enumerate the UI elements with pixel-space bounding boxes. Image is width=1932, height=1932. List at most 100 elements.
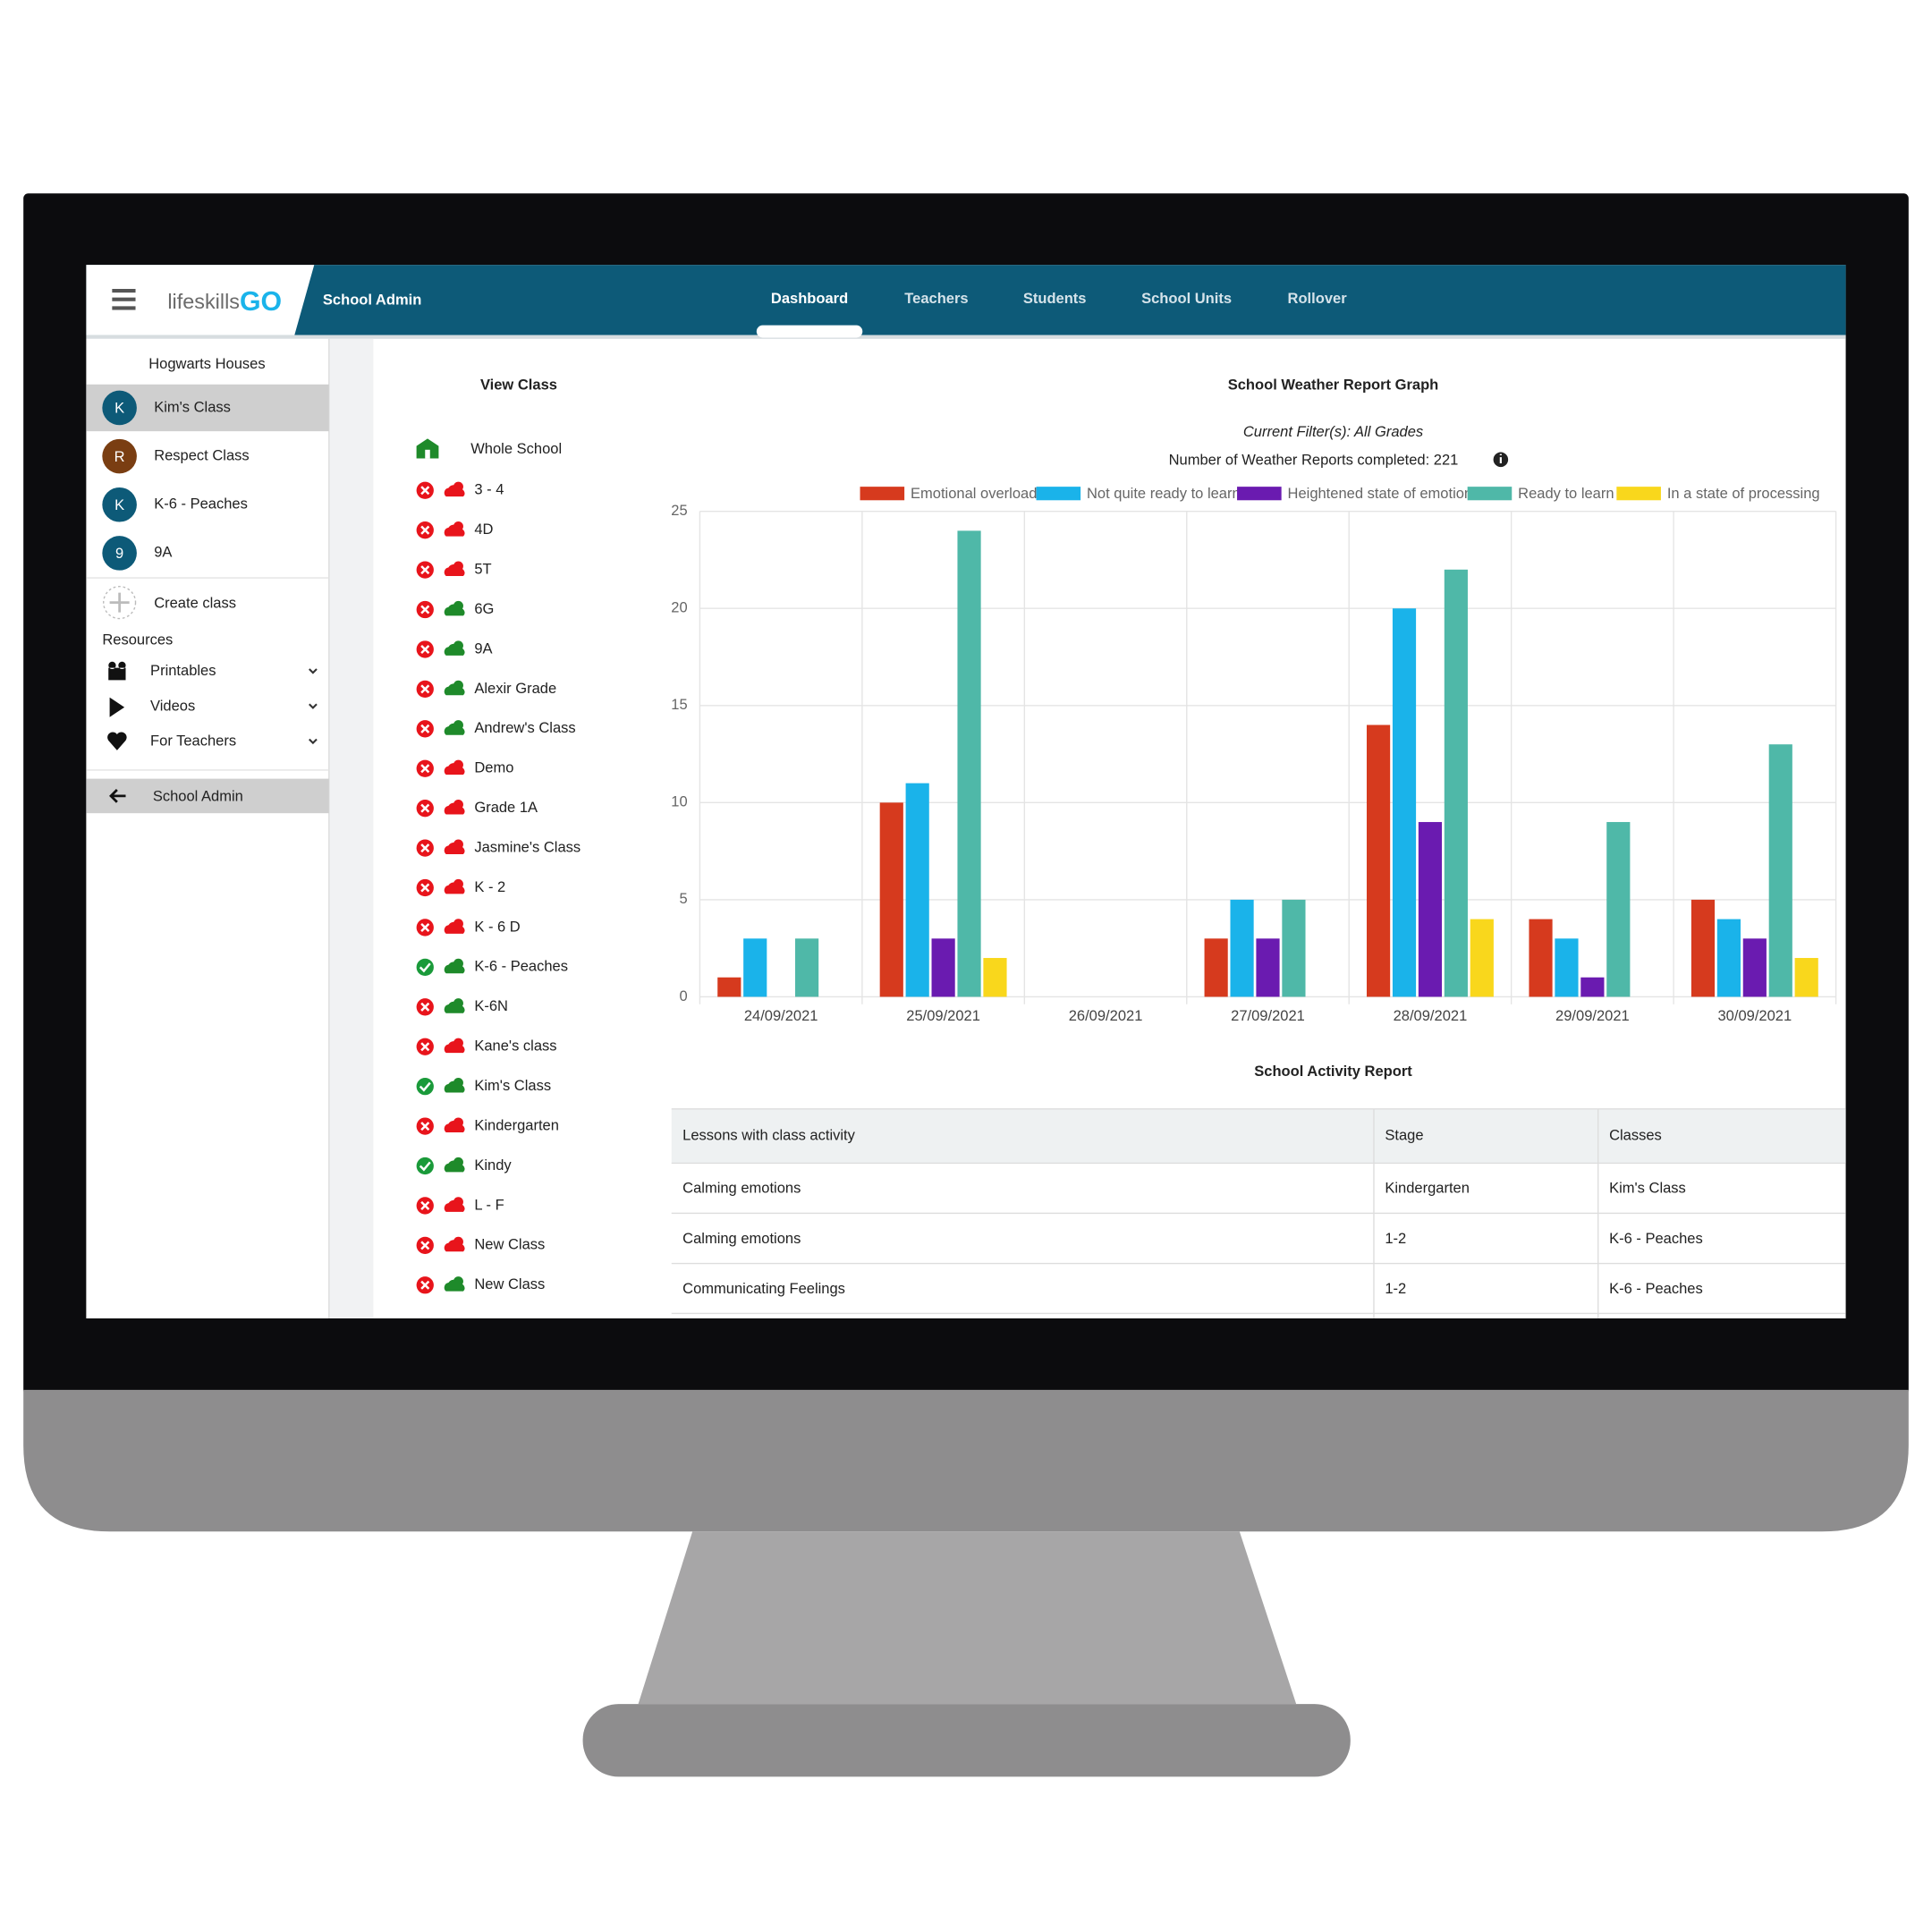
avatar-initial: R [114,448,125,465]
weather-cloud [444,1240,465,1252]
table-cell: Communicating Feelings [682,1280,845,1297]
bar [1529,919,1553,997]
y-tick-label: 10 [671,793,687,810]
weather-cloud [444,763,465,775]
status-icon [416,1078,434,1096]
x-tick-label: 26/09/2021 [1069,1007,1143,1024]
status-mark [420,525,430,535]
y-tick-label: 25 [671,502,687,519]
chart-title: School Weather Report Graph [1228,377,1439,394]
logo-area [86,265,315,335]
nav-tab[interactable]: Students [1023,290,1087,307]
chevron[interactable] [309,703,318,709]
sidebar [86,338,329,1318]
class-link[interactable]: K - 2 [474,878,505,895]
weather-cloud [444,882,465,894]
status-mark [419,962,431,973]
chevron[interactable] [309,668,318,674]
class-link[interactable]: Andrew's Class [474,719,575,736]
column-header: Lessons with class activity [682,1126,855,1143]
nav-tab[interactable]: School Units [1141,290,1232,307]
nav-tab[interactable]: Rollover [1288,290,1348,307]
weather-cloud [444,683,465,696]
stand-base [582,1704,1351,1777]
header-shadow [86,335,1846,339]
section-title: View Class [480,377,557,394]
weather-cloud [444,643,465,656]
status-icon [416,1157,434,1175]
chevron[interactable] [309,738,318,745]
class-link[interactable]: Alexir Grade [474,680,556,697]
create-class[interactable]: Create class [154,594,236,611]
menu-button[interactable] [112,289,136,310]
bar [1418,822,1443,997]
class-link[interactable]: Kindergarten [474,1116,559,1133]
class-link[interactable]: Kindy [474,1157,512,1174]
back-arrow [109,789,126,803]
sidebar-class[interactable]: K-6 - Peaches [154,496,248,513]
class-link[interactable]: Demo [474,759,513,776]
table-title: School Activity Report [1254,1063,1412,1080]
x-tick-label: 30/09/2021 [1717,1007,1792,1024]
status-mark [420,1280,430,1290]
whole-school[interactable]: Whole School [470,440,562,457]
nav-tab[interactable]: Teachers [904,290,968,307]
weather-cloud [444,843,465,854]
sidebar-class[interactable]: Respect Class [154,446,249,463]
column-header: Classes [1609,1126,1662,1143]
class-link[interactable]: 9A [474,640,492,657]
legend-swatch [860,487,905,501]
resource-item[interactable]: Printables [150,662,216,679]
class-link[interactable]: K-6 - Peaches [474,958,568,975]
bar [1580,977,1605,997]
y-tick-label: 5 [679,890,687,907]
status-mark [420,1200,430,1210]
back-link[interactable]: School Admin [153,788,243,805]
status-mark [420,843,430,853]
bar [1444,569,1468,997]
sidebar-class[interactable]: 9A [154,544,172,561]
x-tick-label: 25/09/2021 [906,1007,980,1024]
legend-label: Ready to learn [1518,485,1614,502]
status-mark [420,565,430,575]
resource-icon [109,697,125,717]
legend-swatch [1467,487,1513,501]
resource-item[interactable]: Videos [150,697,195,714]
class-link[interactable]: 3 - 4 [474,481,504,498]
bar [1555,938,1579,997]
resources-title: Resources [102,631,173,648]
bar [717,977,741,997]
weather-cloud [444,921,465,934]
legend-swatch [1237,487,1282,501]
class-link[interactable]: 5T [474,560,491,577]
logo-prefix: lifeskills [167,290,240,313]
sidebar-class[interactable]: Kim's Class [154,398,231,415]
status-mark [420,1002,430,1012]
class-link[interactable]: New Class [474,1236,545,1253]
x-tick-label: 29/09/2021 [1555,1007,1630,1024]
class-link[interactable]: K-6N [474,997,508,1014]
class-link[interactable]: Kim's Class [474,1077,551,1094]
table-cell: 1-2 [1385,1280,1406,1297]
resource-item[interactable]: For Teachers [150,733,236,750]
class-link[interactable]: New Class [474,1275,545,1292]
class-link[interactable]: 6G [474,600,494,617]
sidebar-group: Hogwarts Houses [148,355,265,372]
table-cell: Kim's Class [1609,1180,1686,1197]
bar [905,783,929,997]
class-link[interactable]: Grade 1A [474,799,538,816]
bar [983,958,1007,997]
bar [879,802,903,997]
stand [638,1531,1297,1705]
nav-tab[interactable]: Dashboard [771,290,848,307]
app-title: School Admin [323,291,421,308]
class-link[interactable]: K - 6 D [474,918,520,935]
class-link[interactable]: Kane's class [474,1038,556,1055]
class-link[interactable]: 4D [474,521,493,538]
class-avatar [102,536,137,571]
class-link[interactable]: L - F [474,1196,504,1213]
class-link[interactable]: Jasmine's Class [474,838,580,855]
weather-cloud [444,564,465,577]
